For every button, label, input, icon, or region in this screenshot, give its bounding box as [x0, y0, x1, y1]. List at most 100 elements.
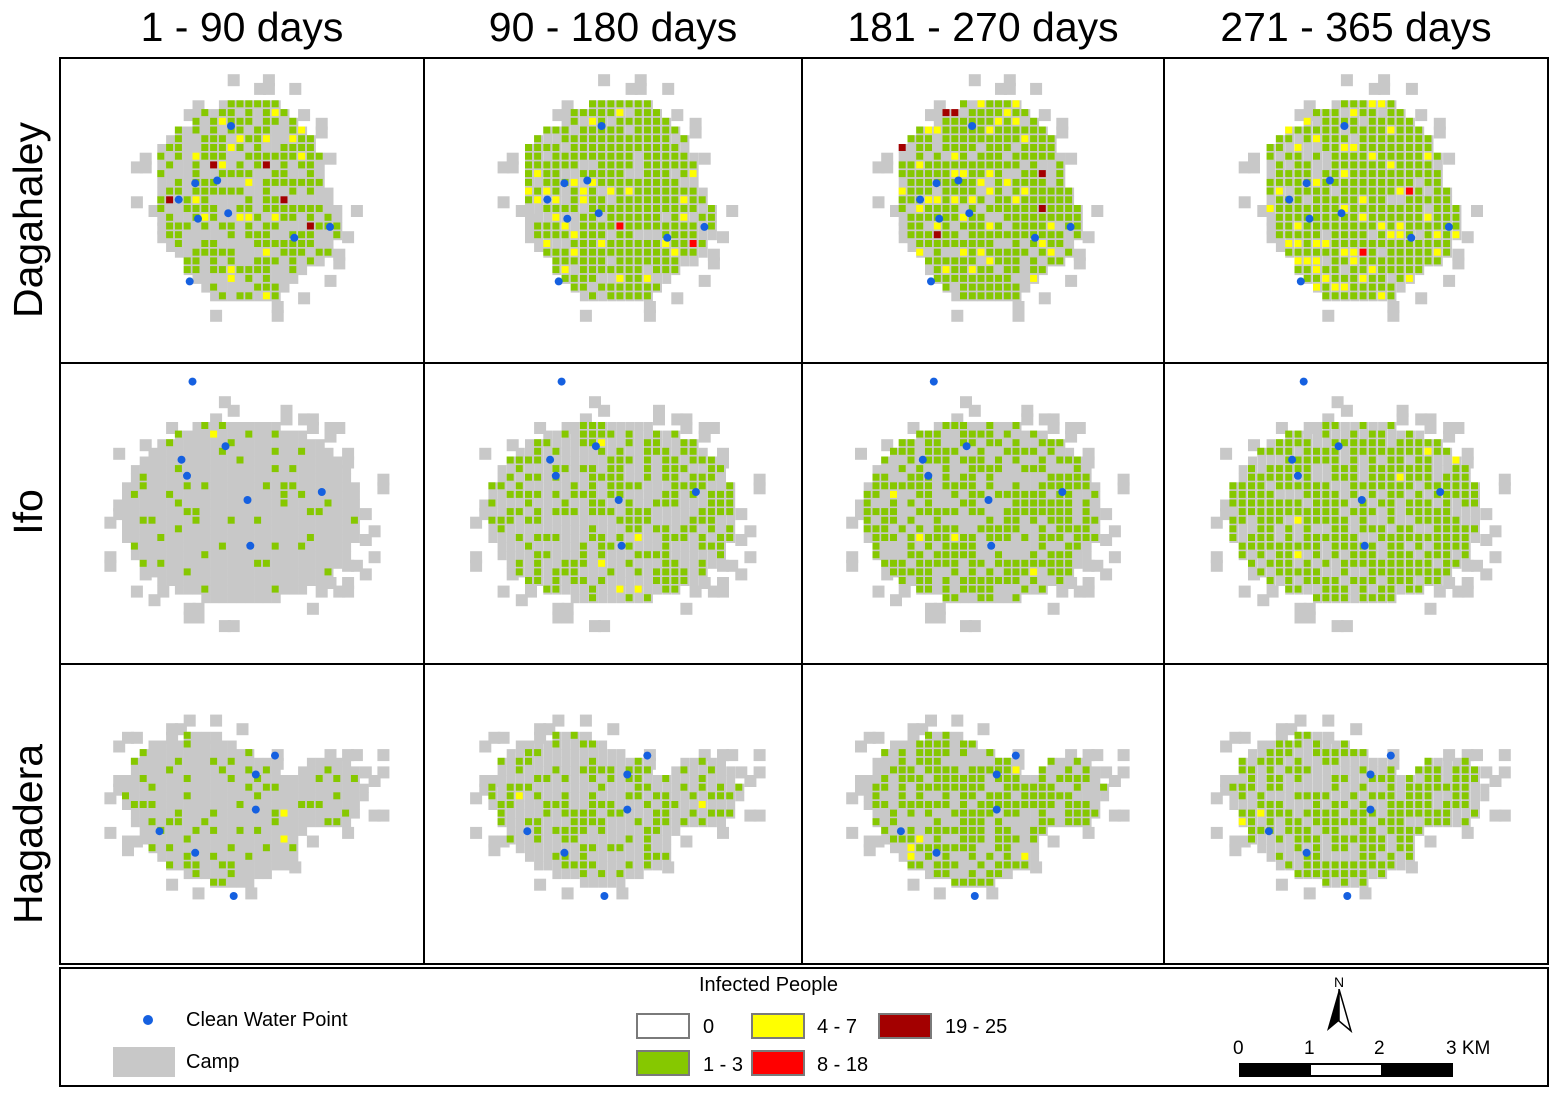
infection-cell [1452, 231, 1460, 239]
camp-block [148, 559, 158, 569]
camp-block [218, 473, 228, 483]
camp-block [210, 490, 220, 500]
infection-cell [951, 178, 959, 186]
camp-block [245, 508, 255, 518]
camp-block [298, 525, 308, 535]
infection-cell [598, 551, 606, 559]
camp-block [1047, 465, 1057, 475]
infection-cell [689, 439, 697, 447]
infection-cell [671, 178, 679, 186]
camp-block [634, 490, 644, 500]
infection-cell [977, 231, 985, 239]
infection-cell [1056, 196, 1064, 204]
camp-block [262, 534, 272, 543]
infection-cell [625, 508, 633, 516]
infection-cell [1266, 152, 1274, 160]
infection-cell [671, 559, 679, 567]
camp-block [680, 456, 690, 466]
infection-cell [254, 231, 262, 239]
infection-cell [598, 257, 606, 265]
infection-cell [262, 152, 270, 160]
camp-block [342, 525, 352, 535]
infection-cell [653, 109, 660, 117]
infection-cell [552, 126, 560, 134]
camp-block [497, 196, 510, 209]
infection-cell [1030, 499, 1038, 507]
infection-cell [1313, 213, 1320, 221]
infection-cell [579, 559, 587, 567]
infection-cell [653, 161, 660, 169]
infection-cell [1047, 568, 1055, 576]
camp-block [643, 490, 653, 500]
camp-block [698, 205, 708, 214]
infection-cell [1021, 144, 1029, 151]
infection-cell [607, 213, 615, 221]
infection-cell [680, 161, 688, 169]
infection-cell [986, 430, 994, 438]
camp-block [166, 447, 176, 457]
camp-block [671, 525, 681, 535]
infection-cell [579, 135, 587, 143]
camp-block [210, 456, 220, 466]
infection-cell [579, 231, 587, 239]
camp-block [218, 213, 228, 223]
camp-block [1021, 274, 1031, 284]
camp-block [570, 422, 580, 431]
infection-cell [589, 231, 596, 239]
infection-cell [890, 499, 897, 507]
camp-block [1220, 447, 1233, 460]
infection-cell [1285, 126, 1293, 134]
camp-block [898, 178, 908, 188]
camp-block [254, 292, 264, 302]
infection-cell [960, 240, 967, 247]
infection-cell [1065, 490, 1073, 498]
infection-cell [245, 274, 253, 282]
infection-cell [1021, 585, 1029, 593]
infection-cell [634, 240, 642, 247]
infection-cell [561, 499, 569, 507]
camp-block [280, 274, 290, 284]
infection-cell [543, 231, 551, 239]
camp-block [977, 257, 987, 267]
camp-block [607, 577, 617, 586]
infection-cell [1021, 178, 1029, 186]
infection-cell [183, 482, 191, 490]
camp-block [218, 551, 228, 561]
infection-cell [210, 266, 218, 274]
camp-block [298, 257, 308, 267]
infection-cell [662, 248, 670, 256]
infection-cell [1313, 257, 1320, 265]
infection-cell [1012, 231, 1020, 239]
column-title-3: 271 - 365 days [1220, 4, 1492, 50]
camp-block [254, 274, 264, 284]
infection-cell [977, 240, 985, 247]
camp-block [210, 473, 220, 483]
infection-cell [210, 257, 218, 265]
infection-cell [907, 542, 915, 550]
infection-cell [942, 205, 950, 212]
infection-cell [1012, 568, 1020, 576]
infection-cell [643, 178, 651, 186]
infection-cell [570, 490, 578, 498]
camp-block [497, 490, 507, 500]
camp-block [315, 456, 325, 466]
camp-block [1038, 473, 1048, 483]
infection-cell [951, 542, 959, 550]
infection-cell [960, 551, 967, 559]
infection-cell [942, 126, 950, 134]
camp-block [625, 551, 635, 561]
camp-block [1210, 559, 1223, 572]
infection-cell [598, 222, 606, 230]
infection-cell [534, 170, 542, 178]
infection-cell [643, 439, 651, 447]
infection-cell [1405, 266, 1413, 274]
camp-block [315, 447, 325, 457]
infection-cell [227, 257, 235, 265]
infection-cell [643, 473, 651, 481]
infection-cell [689, 248, 697, 256]
infection-cell [689, 525, 697, 533]
camp-block [174, 516, 184, 526]
infection-cell [262, 196, 270, 204]
infection-cell [643, 117, 651, 125]
infection-cell [552, 152, 560, 160]
